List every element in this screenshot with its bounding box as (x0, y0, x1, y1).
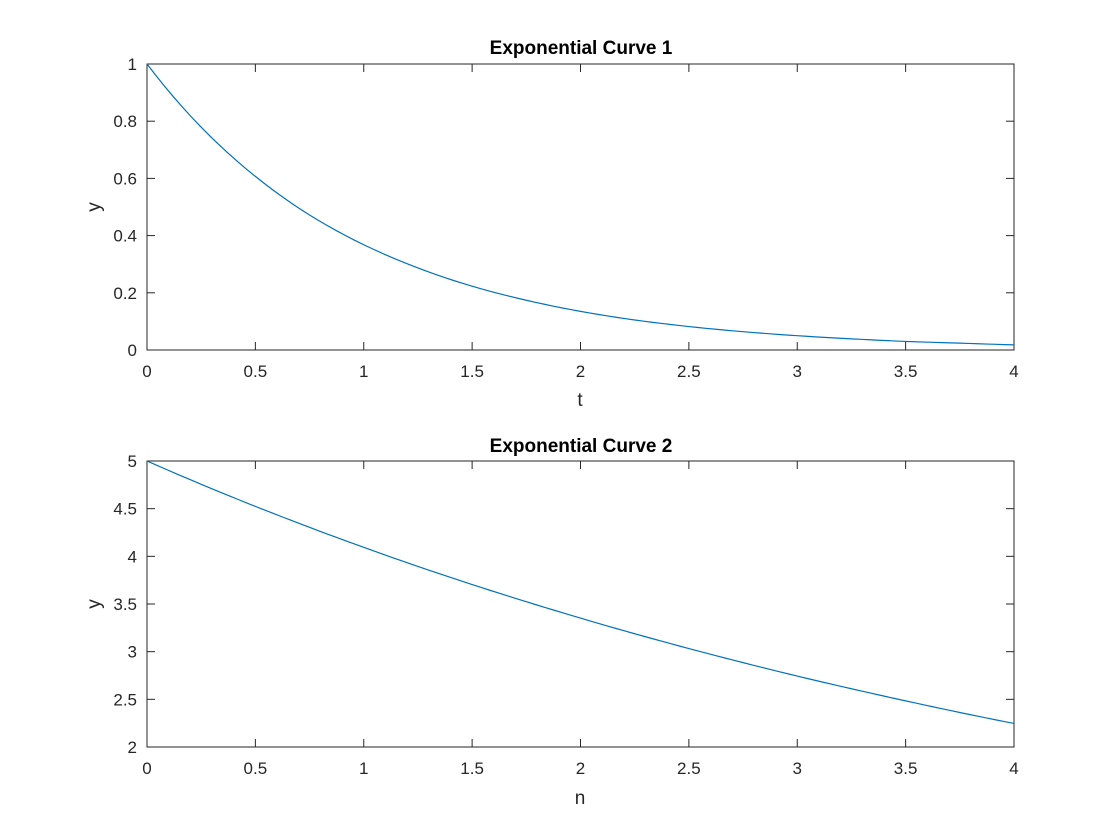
x-tick-label: 2 (576, 362, 585, 381)
y-tick-label: 5 (128, 452, 137, 471)
x-tick-labels: 0 0.5 1 1.5 2 2.5 3 3.5 4 (142, 362, 1018, 381)
x-tick-label: 1.5 (460, 362, 484, 381)
x-tick-label: 3.5 (894, 362, 918, 381)
x-tick-label: 3 (793, 759, 802, 778)
x-tick-label: 0.5 (244, 759, 268, 778)
y-tick-label: 0.8 (113, 112, 137, 131)
y-axis-label: y (84, 599, 105, 609)
x-tick-label: 1 (359, 759, 368, 778)
x-tick-label: 4 (1009, 759, 1018, 778)
y-tick-label: 3.5 (113, 595, 137, 614)
tick-marks (146, 63, 1015, 351)
x-axis-label: n (575, 788, 586, 809)
y-tick-label: 0.2 (113, 284, 137, 303)
x-tick-label: 1 (359, 362, 368, 381)
chart-title: Exponential Curve 1 (490, 38, 673, 59)
y-tick-label: 1 (128, 55, 137, 74)
x-tick-label: 0.5 (244, 362, 268, 381)
x-tick-label: 3.5 (894, 759, 918, 778)
y-tick-label: 2.5 (113, 690, 137, 709)
y-tick-labels: 0 0.2 0.4 0.6 0.8 1 (113, 55, 137, 360)
x-axis-label: t (577, 390, 583, 411)
x-tick-label: 0 (142, 759, 151, 778)
y-tick-label: 0 (128, 341, 137, 360)
y-tick-label: 4 (128, 547, 137, 566)
y-tick-label: 0.4 (113, 227, 137, 246)
x-tick-label: 2.5 (677, 759, 701, 778)
y-tick-label: 3 (128, 643, 137, 662)
x-tick-label: 2 (576, 759, 585, 778)
y-axis-label: y (84, 202, 105, 212)
y-tick-labels: 2 2.5 3 3.5 4 4.5 5 (113, 452, 137, 757)
y-tick-label: 2 (128, 738, 137, 757)
x-tick-label: 1.5 (460, 759, 484, 778)
x-tick-labels: 0 0.5 1 1.5 2 2.5 3 3.5 4 (142, 759, 1018, 778)
subplot-exponential-curve-2: Exponential Curve 2 0 0.5 1 1.5 2 2.5 3 3.5 4 22… (84, 436, 1019, 809)
subplot-exponential-curve-1: Exponential Curve 1 0 0.5 1 1.5 2 2.5 3 3.5 4 00… (84, 38, 1019, 411)
x-tick-label: 4 (1009, 362, 1018, 381)
chart-title: Exponential Curve 2 (490, 436, 673, 457)
x-tick-label: 3 (793, 362, 802, 381)
series-line (146, 460, 1015, 725)
y-tick-label: 0.6 (113, 169, 137, 188)
series-line (146, 63, 1015, 346)
x-tick-label: 0 (142, 362, 151, 381)
y-tick-label: 4.5 (113, 500, 137, 519)
x-tick-label: 2.5 (677, 362, 701, 381)
